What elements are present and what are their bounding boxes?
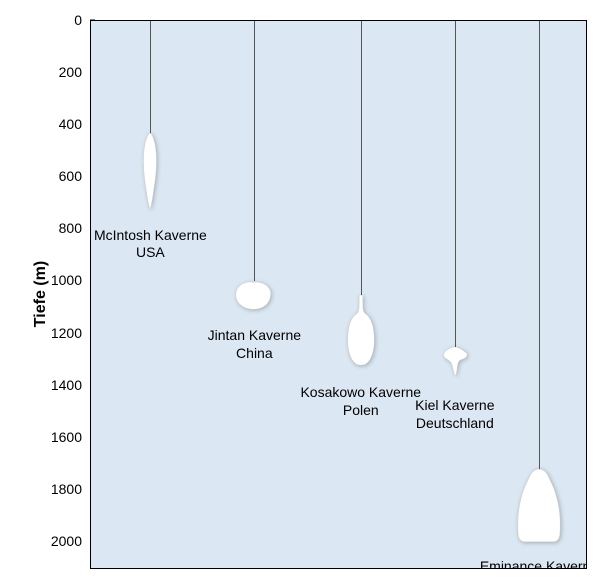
cavern-label-line1: Kiel Kaverne (415, 397, 494, 413)
ytick-label: 400 (32, 116, 82, 132)
cavern-eminance (513, 469, 565, 542)
cavern-kosakowo (341, 295, 380, 365)
cavern-label-kiel: Kiel Kaverne Deutschland (415, 397, 494, 432)
cavern-label-mcintosh: McIntosh KaverneUSA (94, 227, 207, 262)
ytick-label: 800 (32, 220, 82, 236)
ytick-label: 0 (32, 12, 82, 28)
cavern-label-kosakowo: Kosakowo Kaverne Polen (300, 384, 421, 419)
ytick-label: 2000 (32, 533, 82, 549)
cavern-kiel (440, 347, 469, 376)
ytick-label: 1200 (32, 325, 82, 341)
well-line-kiel (455, 21, 456, 347)
plot-area: McIntosh KaverneUSA Jintan Kaverne China Ko… (90, 20, 587, 569)
chart-container: Tiefe (m) 0 200 400 600 800 1000 1200 1400 1600 1… (0, 0, 600, 587)
cavern-label-line2: China (236, 345, 273, 361)
cavern-label-jintan: Jintan Kaverne China (208, 327, 301, 362)
cavern-label-line1: Jintan Kaverne (208, 327, 301, 343)
cavern-mcintosh (135, 133, 166, 209)
y-axis-title: Tiefe (m) (32, 260, 50, 326)
cavern-label-eminance: Eminance KaverneUSA (480, 558, 587, 569)
well-line-eminance (539, 21, 540, 469)
cavern-label-line2: Deutschland (416, 415, 494, 431)
well-line-mcintosh (150, 21, 151, 133)
ytick-label: 1800 (32, 481, 82, 497)
ytick-label: 200 (32, 64, 82, 80)
ytick-label: 1600 (32, 429, 82, 445)
cavern-label-line1: Eminance Kaverne (480, 558, 587, 569)
cavern-label-line2: USA (136, 244, 165, 260)
well-line-jintan (254, 21, 255, 281)
ytick-label: 1000 (32, 272, 82, 288)
ytick-label: 600 (32, 168, 82, 184)
cavern-label-line1: Kosakowo Kaverne (300, 384, 421, 400)
cavern-label-line2: Polen (343, 402, 379, 418)
cavern-label-line1: McIntosh Kaverne (94, 227, 207, 243)
ytick-label: 1400 (32, 377, 82, 393)
well-line-kosakowo (361, 21, 362, 295)
cavern-jintan (234, 281, 276, 310)
